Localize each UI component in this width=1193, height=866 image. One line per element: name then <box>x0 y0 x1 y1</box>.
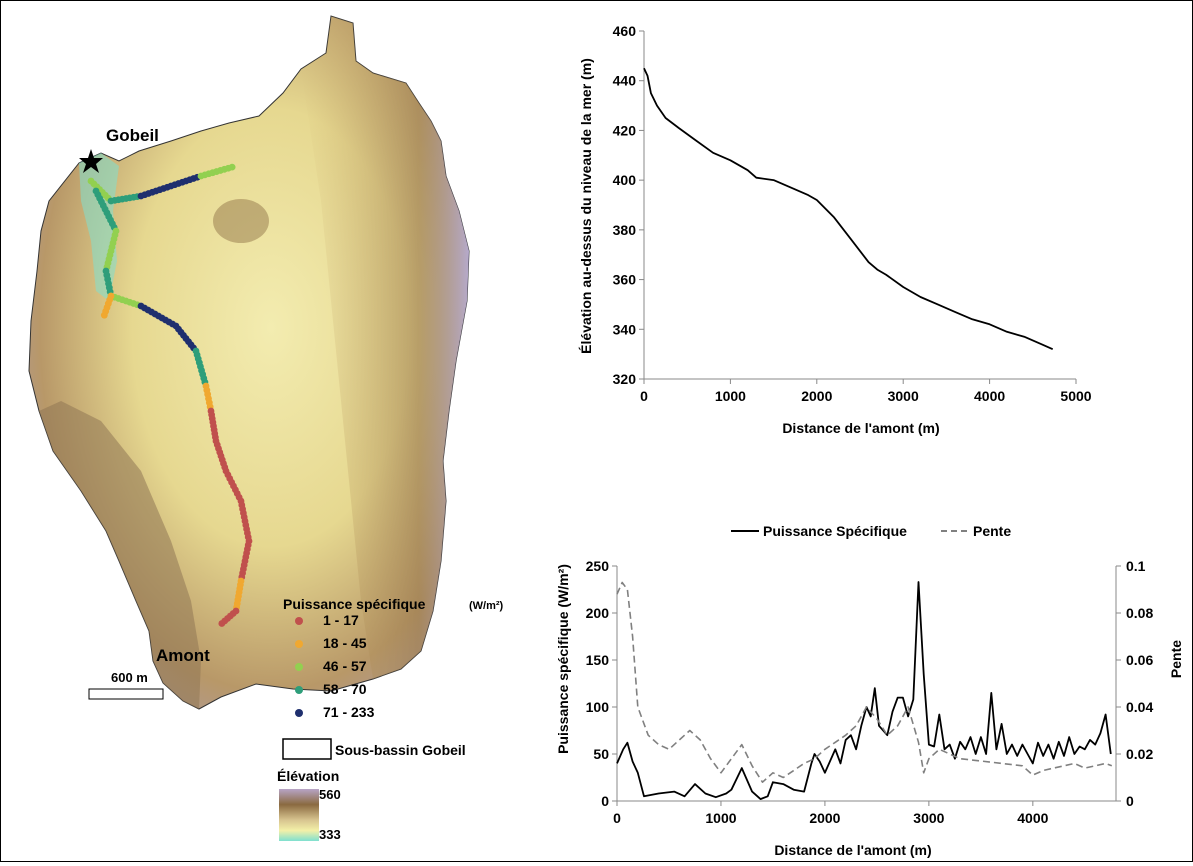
stream-power-chart-y2tick-label: 0.1 <box>1126 558 1146 574</box>
elevation-chart-ytick-label: 440 <box>613 73 637 89</box>
elevation-chart-ticks: 320 340 360 380 400 420 440 460 0 1000 2000 3000 400… <box>613 23 1092 404</box>
stream-power-chart-ytick-label: 50 <box>593 746 609 762</box>
elevation-ramp <box>279 789 319 841</box>
stream-power-chart-xlabel: Distance de l'amont (m) <box>774 842 931 858</box>
elevation-title: Élévation <box>277 768 339 784</box>
elevation-chart-series-line-0 <box>643 67 1054 351</box>
dem-east-ridge <box>301 16 469 679</box>
stream-power-chart-xtick-label: 0 <box>613 810 621 826</box>
legend-dot-1 <box>295 640 303 648</box>
stream-power-chart-y2tick-label: 0.04 <box>1126 699 1153 715</box>
elevation-chart-ytick-label: 380 <box>613 222 637 238</box>
elevation-chart-xtick-label: 5000 <box>1060 388 1091 404</box>
legend-class-label-3: 58 - 70 <box>323 681 367 697</box>
dem-southwest-ridge <box>39 401 201 709</box>
elevation-chart-xtick-label: 0 <box>640 388 648 404</box>
legend-dot-2 <box>295 663 303 671</box>
stream-power-chart-y2tick-label: 0 <box>1126 793 1134 809</box>
legend-unit: (W/m²) <box>469 600 504 612</box>
stream-power-chart-xtick-label: 1000 <box>705 810 736 826</box>
watershed-map: Gobeil Amont 600 m Puissance spécifique … <box>28 15 504 842</box>
stream-dot <box>100 311 108 319</box>
legend-dot-3 <box>295 686 303 694</box>
elevation-chart-ytick-label: 360 <box>613 272 637 288</box>
stream-power-chart-y2tick-label: 0.08 <box>1126 605 1153 621</box>
legend-dot-4 <box>295 709 303 717</box>
elevation-chart-ytick-label: 400 <box>613 172 637 188</box>
stream-power-chart-ytick-label: 200 <box>586 605 610 621</box>
map-legend: Puissance spécifique (W/m²) 1 - 17 18 - 4… <box>277 596 504 842</box>
elevation-chart-ytick-label: 460 <box>613 23 637 39</box>
stream-power-chart: 0 50 100 150 200 250 0 1000 2000 3000 4000 0 0.02 0.0… <box>555 523 1184 858</box>
elevation-chart-xtick-label: 1000 <box>715 388 746 404</box>
stream-power-chart-xtick-label: 2000 <box>809 810 840 826</box>
stream-power-chart-axes <box>616 566 1117 802</box>
stream-dot <box>228 163 236 171</box>
stream-network <box>87 163 253 627</box>
legend-class-label-0: 1 - 17 <box>323 612 359 628</box>
legend-dot-0 <box>295 617 303 625</box>
elevation-chart-xtick-label: 2000 <box>801 388 832 404</box>
elevation-min: 333 <box>319 827 341 842</box>
stream-power-chart-ytick-label: 100 <box>586 699 610 715</box>
legend-title: Puissance spécifique <box>283 596 426 612</box>
dem-central-hill <box>213 199 269 243</box>
elevation-chart-axes <box>643 31 1076 380</box>
subbasin-label: Sous-bassin Gobeil <box>335 742 466 758</box>
subbasin-swatch <box>282 738 332 760</box>
chart-legend: Puissance Spécifique Pente <box>731 523 1011 539</box>
scale-bar: 600 m <box>88 670 164 700</box>
scale-bar-box <box>88 688 164 700</box>
stream-power-chart-series-line-1 <box>616 581 1113 784</box>
legend-label-slope: Pente <box>973 523 1011 539</box>
stream-power-chart-xtick-label: 3000 <box>913 810 944 826</box>
stream-power-chart-ytick-label: 150 <box>586 652 610 668</box>
legend-label-power: Puissance Spécifique <box>763 523 907 539</box>
legend-class-label-4: 71 - 233 <box>323 704 375 720</box>
stream-power-chart-ticks: 0 50 100 150 200 250 0 1000 2000 3000 4000 0 0.02 0.0… <box>586 558 1154 826</box>
outlet-label: Gobeil <box>106 126 159 145</box>
stream-power-chart-y2tick-label: 0.06 <box>1126 652 1153 668</box>
elevation-max: 560 <box>319 787 341 802</box>
elevation-chart-ytick-label: 420 <box>613 122 637 138</box>
stream-power-chart-y2tick-label: 0.02 <box>1126 746 1153 762</box>
stream-power-chart-series-line-0 <box>616 581 1112 800</box>
legend-class-label-2: 46 - 57 <box>323 658 367 674</box>
stream-power-chart-ytick-label: 250 <box>586 558 610 574</box>
stream-dot <box>218 620 226 627</box>
elevation-chart-xtick-label: 4000 <box>974 388 1005 404</box>
legend-class-label-1: 18 - 45 <box>323 635 367 651</box>
elevation-chart-ylabel: Élévation au-dessus du niveau de la mer … <box>578 58 594 354</box>
elevation-profile-chart: 320 340 360 380 400 420 440 460 0 1000 2000 3000 400… <box>578 23 1092 436</box>
outlet-star-icon <box>79 149 103 173</box>
legend-classes: 1 - 17 18 - 45 46 - 57 58 - 70 71 - 233 <box>295 612 375 720</box>
elevation-chart-ytick-label: 340 <box>613 321 637 337</box>
stream-power-chart-series <box>616 581 1113 800</box>
stream-power-chart-ytick-label: 0 <box>601 793 609 809</box>
stream-power-chart-y2label: Pente <box>1168 640 1184 678</box>
stream-power-chart-xtick-label: 4000 <box>1017 810 1048 826</box>
elevation-chart-series <box>643 67 1054 351</box>
scale-label: 600 m <box>111 670 148 685</box>
upstream-label: Amont <box>156 646 210 665</box>
elevation-chart-xtick-label: 3000 <box>888 388 919 404</box>
elevation-chart-xlabel: Distance de l'amont (m) <box>782 420 939 436</box>
stream-power-chart-ylabel: Puissance spécifique (W/m²) <box>555 564 571 754</box>
elevation-chart-ytick-label: 320 <box>613 371 637 387</box>
